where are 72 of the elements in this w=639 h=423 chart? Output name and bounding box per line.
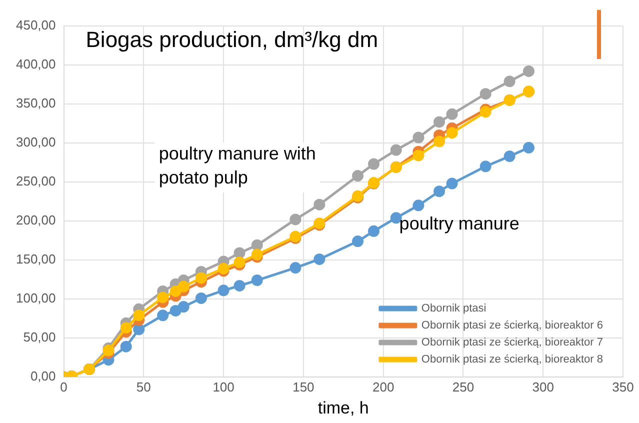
legend-label: Obornik ptasi bbox=[421, 302, 486, 315]
annotation: poultry manure bbox=[399, 214, 520, 234]
point bbox=[446, 127, 458, 139]
x-tick-label: 200 bbox=[372, 379, 394, 394]
y-tick-label: 50,00 bbox=[23, 330, 56, 345]
point bbox=[434, 136, 445, 148]
x-tick-label: 0 bbox=[60, 379, 68, 394]
point bbox=[446, 178, 458, 190]
y-tick-label: 100,00 bbox=[16, 290, 56, 306]
point bbox=[218, 262, 230, 274]
point bbox=[195, 292, 207, 304]
x-tick-label: 150 bbox=[292, 379, 314, 394]
point bbox=[504, 150, 516, 162]
point bbox=[412, 200, 424, 212]
point bbox=[178, 301, 190, 313]
point bbox=[522, 65, 534, 77]
point bbox=[352, 170, 364, 182]
x-tick-label: 100 bbox=[212, 379, 234, 394]
point bbox=[102, 344, 114, 356]
x-tick-label: 300 bbox=[532, 379, 554, 394]
y-tick-label: 150,00 bbox=[16, 252, 56, 267]
annotation: poultry manure with potato pulp bbox=[158, 143, 316, 188]
point bbox=[234, 280, 246, 292]
point bbox=[195, 272, 207, 284]
x-tick-label: 350 bbox=[612, 379, 634, 394]
y-tick-label: 300,00 bbox=[16, 134, 56, 150]
y-tick-label: 200,00 bbox=[16, 212, 56, 228]
point bbox=[234, 247, 246, 259]
point bbox=[412, 132, 424, 144]
point bbox=[157, 310, 169, 322]
point bbox=[522, 142, 534, 154]
point bbox=[133, 324, 145, 336]
point bbox=[170, 285, 182, 297]
point bbox=[390, 212, 402, 224]
point bbox=[178, 280, 190, 292]
point bbox=[251, 239, 263, 251]
point bbox=[290, 214, 302, 226]
chart-title: Biogas production, dm³/kg dm bbox=[86, 27, 378, 52]
legend-label: Obornik ptasi ze ścierką, bioreaktor 8 bbox=[421, 354, 604, 366]
point bbox=[352, 236, 364, 248]
legend-label: Obornik ptasi ze ścierką, bioreaktor 6 bbox=[421, 320, 604, 332]
x-tick-label: 50 bbox=[136, 379, 151, 394]
point bbox=[434, 186, 445, 198]
point bbox=[480, 160, 492, 172]
point bbox=[390, 144, 402, 156]
x-axis-title: time, h bbox=[318, 398, 369, 418]
point bbox=[218, 284, 230, 296]
y-tick-label: 0,00 bbox=[30, 368, 56, 384]
point bbox=[251, 248, 263, 260]
y-tick-label: 400,00 bbox=[16, 56, 56, 72]
point bbox=[446, 108, 458, 120]
point bbox=[368, 225, 380, 237]
point bbox=[120, 340, 132, 352]
x-tick-label: 250 bbox=[452, 379, 474, 394]
point bbox=[368, 158, 380, 170]
point bbox=[290, 262, 302, 274]
y-tick-label: 350,00 bbox=[16, 96, 56, 111]
point bbox=[314, 253, 326, 265]
point bbox=[412, 150, 424, 162]
y-tick-label: 250,00 bbox=[16, 174, 56, 189]
point bbox=[480, 106, 492, 118]
point bbox=[170, 304, 182, 316]
point bbox=[157, 292, 169, 304]
point bbox=[120, 322, 132, 334]
point bbox=[504, 76, 516, 88]
point bbox=[251, 274, 263, 286]
legend-label: Obornik ptasi ze ścierką, bioreaktor 7 bbox=[421, 336, 604, 349]
point bbox=[480, 88, 492, 100]
point bbox=[314, 198, 326, 210]
y-tick-label: 450,00 bbox=[16, 18, 56, 33]
point bbox=[133, 310, 145, 322]
point bbox=[434, 116, 445, 128]
